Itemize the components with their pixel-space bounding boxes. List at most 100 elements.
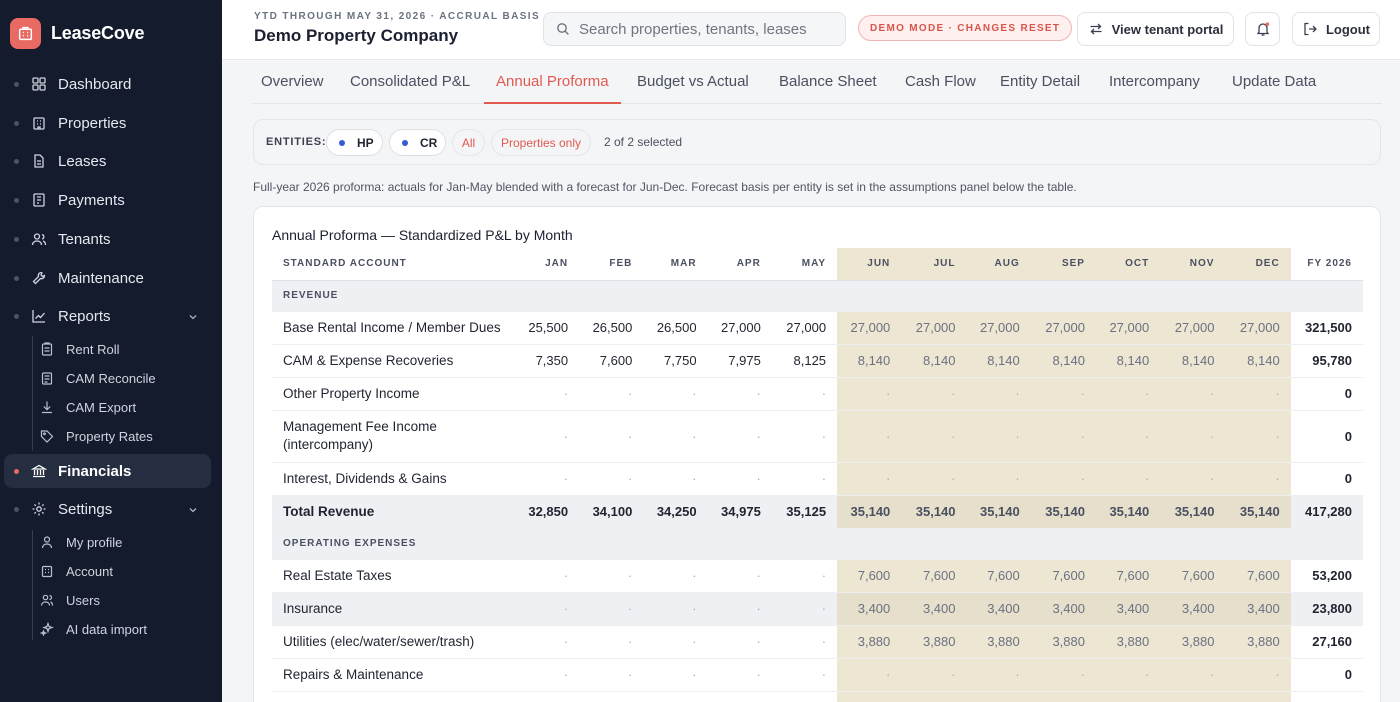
entity-dot (402, 139, 408, 146)
actual-cell: · (579, 592, 644, 626)
brand[interactable]: LeaseCove (10, 17, 144, 49)
sidebar-item-financials[interactable]: Financials (4, 454, 211, 488)
actual-cell: · (707, 592, 772, 626)
actual-cell: 26,500 (643, 311, 708, 345)
sidebar-item-label: Tenants (58, 230, 111, 248)
forecast-cell: 3,400 (1030, 592, 1096, 626)
sidebar-subitem-ai-data-import[interactable]: AI data import (40, 617, 147, 641)
forecast-cell: · (1225, 462, 1291, 496)
fy-total-cell: 417,280 (1290, 495, 1363, 529)
forecast-cell: · (837, 410, 902, 463)
actual-cell: 26,500 (579, 311, 644, 345)
tab-overview[interactable]: Overview (261, 73, 324, 90)
sidebar-subitem-users[interactable]: Users (40, 588, 100, 612)
clipboard-icon (40, 371, 54, 385)
forecast-cell: 35,140 (966, 495, 1031, 529)
forecast-cell: 8,140 (1160, 344, 1226, 378)
sidebar-item-reports[interactable]: Reports (0, 299, 222, 333)
actual-cell: · (643, 462, 708, 496)
table-row: Base Rental Income / Member Dues 25,500 26… (272, 311, 1363, 345)
actual-cell: 7,750 (643, 344, 708, 378)
tab-intercompany[interactable]: Intercompany (1109, 73, 1200, 90)
select-all-entities-button[interactable]: All (452, 129, 485, 156)
actual-cell: · (771, 625, 838, 659)
tab-consolidated-pl[interactable]: Consolidated P&L (350, 73, 471, 90)
forecast-cell: 3,880 (837, 625, 902, 659)
forecast-cell: · (966, 377, 1031, 411)
sidebar-item-tenants[interactable]: Tenants (0, 222, 222, 256)
column-header-month: JUN (837, 248, 902, 281)
forecast-cell: · (1225, 658, 1291, 692)
tab-annual-proforma[interactable]: Annual Proforma (484, 60, 621, 104)
tab-balance-sheet[interactable]: Balance Sheet (779, 73, 877, 90)
sidebar-item-properties[interactable]: Properties (0, 106, 222, 140)
sidebar-item-maintenance[interactable]: Maintenance (0, 261, 222, 295)
notifications-button[interactable] (1245, 12, 1280, 46)
forecast-cell: 3,880 (966, 625, 1031, 659)
column-header-month: JUL (901, 248, 967, 281)
table-row: Insurance · · · · · 3,400 3,400 3,400 3,400 3,400 3… (272, 592, 1363, 626)
forecast-cell: 3,880 (901, 625, 967, 659)
submenu-line (32, 336, 33, 451)
forecast-cell: 7,600 (837, 559, 902, 593)
section-label: OPERATING EXPENSES (272, 528, 1363, 560)
actual-cell: · (643, 592, 708, 626)
chevron-down-icon[interactable] (187, 310, 199, 322)
nav-dot (14, 313, 19, 319)
sidebar-item-dashboard[interactable]: Dashboard (0, 67, 222, 101)
properties-only-button[interactable]: Properties only (491, 129, 591, 156)
entity-chip-hp[interactable]: HP (326, 129, 383, 156)
account-name: Repairs & Maintenance (272, 658, 515, 692)
chart-line-icon (31, 308, 47, 324)
forecast-cell: · (837, 377, 902, 411)
forecast-cell: 27,000 (1030, 311, 1096, 345)
sidebar-subitem-property-rates[interactable]: Property Rates (40, 424, 153, 448)
view-tenant-portal-button[interactable]: View tenant portal (1077, 12, 1234, 46)
actual-cell: 7,600 (579, 344, 644, 378)
nav-dot (14, 197, 19, 203)
sidebar-item-payments[interactable]: Payments (0, 183, 222, 217)
forecast-cell: · (1095, 377, 1161, 411)
actual-cell: · (514, 658, 580, 692)
forecast-cell: 7,600 (1160, 559, 1226, 593)
actual-cell: 34,250 (643, 495, 708, 529)
fy-total-cell: 0 (1290, 658, 1363, 692)
section-label: REVENUE (272, 280, 1363, 312)
actual-cell: · (643, 559, 708, 593)
forecast-cell: · (966, 410, 1031, 463)
search-box[interactable] (543, 12, 846, 46)
sidebar-subitem-rent-roll[interactable]: Rent Roll (40, 337, 119, 361)
actual-cell: · (707, 625, 772, 659)
forecast-cell: · (1160, 658, 1226, 692)
sidebar-subitem-cam-reconcile[interactable]: CAM Reconcile (40, 366, 156, 390)
forecast-cell: 3,400 (837, 592, 902, 626)
sidebar-subitem-label: Users (66, 592, 100, 608)
tab-entity-detail[interactable]: Entity Detail (1000, 73, 1081, 90)
forecast-cell: · (901, 377, 967, 411)
fy-total-cell: 321,500 (1290, 311, 1363, 345)
building-icon (40, 564, 54, 578)
sidebar-item-settings[interactable]: Settings (0, 492, 222, 526)
sidebar-item-leases[interactable]: Leases (0, 144, 222, 178)
bank-icon (31, 463, 47, 479)
actual-cell: 27,000 (707, 311, 772, 345)
search-input[interactable] (579, 20, 829, 38)
entity-chip-cr[interactable]: CR (389, 129, 446, 156)
actual-cell: · (643, 625, 708, 659)
forecast-cell: · (901, 410, 967, 463)
tab-update-data[interactable]: Update Data (1232, 73, 1317, 90)
sidebar-subitem-my-profile[interactable]: My profile (40, 530, 122, 554)
forecast-cell: 7,600 (901, 559, 967, 593)
tab-budget-vs-actual[interactable]: Budget vs Actual (637, 73, 749, 90)
actual-cell: · (771, 377, 838, 411)
sidebar-subitem-account[interactable]: Account (40, 559, 113, 583)
forecast-cell: 3,400 (1160, 592, 1226, 626)
logout-button[interactable]: Logout (1292, 12, 1380, 46)
chevron-down-icon[interactable] (187, 503, 199, 515)
users-icon (31, 231, 47, 247)
sidebar-subitem-cam-export[interactable]: CAM Export (40, 395, 136, 419)
selected-count: 2 of 2 selected (604, 135, 683, 149)
proforma-note: Full-year 2026 proforma: actuals for Jan… (253, 180, 1077, 194)
tab-cash-flow[interactable]: Cash Flow (905, 73, 976, 90)
actual-cell: 34,975 (707, 495, 772, 529)
